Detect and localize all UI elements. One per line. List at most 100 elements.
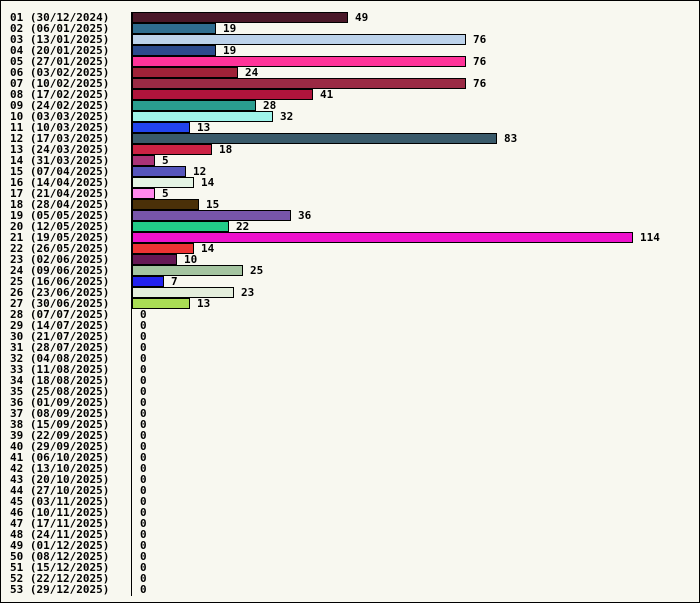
value-label: 32: [280, 110, 293, 123]
value-label: 0: [140, 550, 147, 563]
bar: [132, 298, 190, 309]
value-label: 24: [245, 66, 259, 79]
bar: [132, 78, 466, 89]
bar: [132, 287, 234, 298]
bar: [132, 199, 199, 210]
category-label: 32 (04/08/2025): [10, 352, 109, 365]
value-label: 0: [140, 462, 147, 475]
value-label: 0: [140, 352, 147, 365]
value-label: 10: [184, 253, 197, 266]
category-label: 09 (24/02/2025): [10, 99, 109, 112]
category-label: 52 (22/12/2025): [10, 572, 109, 585]
category-label: 47 (17/11/2025): [10, 517, 109, 530]
value-label: 0: [140, 473, 147, 486]
value-label: 83: [504, 132, 517, 145]
category-label: 29 (14/07/2025): [10, 319, 109, 332]
value-label: 49: [355, 11, 368, 24]
value-label: 14: [201, 176, 215, 189]
category-label: 26 (23/06/2025): [10, 286, 109, 299]
value-label: 13: [197, 121, 210, 134]
value-label: 0: [140, 506, 147, 519]
value-label: 0: [140, 363, 147, 376]
bar: [132, 144, 212, 155]
category-label: 51 (15/12/2025): [10, 561, 109, 574]
value-label: 0: [140, 451, 147, 464]
category-label: 13 (24/03/2025): [10, 143, 109, 156]
value-label: 13: [197, 297, 210, 310]
value-label: 0: [140, 495, 147, 508]
category-label: 06 (03/02/2025): [10, 66, 109, 79]
category-label: 18 (28/04/2025): [10, 198, 109, 211]
category-label: 35 (25/08/2025): [10, 385, 109, 398]
category-label: 28 (07/07/2025): [10, 308, 109, 321]
value-label: 19: [223, 44, 236, 57]
category-label: 45 (03/11/2025): [10, 495, 109, 508]
category-label: 38 (15/09/2025): [10, 418, 109, 431]
category-label: 20 (12/05/2025): [10, 220, 109, 233]
bar: [132, 23, 216, 34]
value-label: 22: [236, 220, 249, 233]
category-label: 02 (06/01/2025): [10, 22, 109, 35]
category-label: 24 (09/06/2025): [10, 264, 109, 277]
value-label: 0: [140, 330, 147, 343]
category-label: 16 (14/04/2025): [10, 176, 109, 189]
bar: [132, 45, 216, 56]
value-label: 19: [223, 22, 236, 35]
category-label: 33 (11/08/2025): [10, 363, 109, 376]
value-label: 0: [140, 429, 147, 442]
value-label: 76: [473, 33, 487, 46]
bar: [132, 210, 291, 221]
bar: [132, 133, 497, 144]
category-label: 40 (29/09/2025): [10, 440, 109, 453]
bar: [132, 67, 238, 78]
category-label: 17 (21/04/2025): [10, 187, 109, 200]
category-label: 53 (29/12/2025): [10, 583, 109, 596]
category-label: 30 (21/07/2025): [10, 330, 109, 343]
value-label: 0: [140, 528, 147, 541]
category-label: 21 (19/05/2025): [10, 231, 109, 244]
value-label: 0: [140, 374, 147, 387]
category-label: 41 (06/10/2025): [10, 451, 109, 464]
bar: [132, 89, 313, 100]
category-label: 05 (27/01/2025): [10, 55, 109, 68]
category-label: 10 (03/03/2025): [10, 110, 109, 123]
bar: [132, 56, 466, 67]
category-label: 07 (10/02/2025): [10, 77, 109, 90]
category-label: 34 (18/08/2025): [10, 374, 109, 387]
bar: [132, 276, 164, 287]
category-label: 31 (28/07/2025): [10, 341, 109, 354]
category-label: 25 (16/06/2025): [10, 275, 109, 288]
category-label: 37 (08/09/2025): [10, 407, 109, 420]
bar: [132, 177, 194, 188]
bar: [132, 188, 155, 199]
value-label: 5: [162, 154, 169, 167]
category-label: 36 (01/09/2025): [10, 396, 109, 409]
value-label: 0: [140, 440, 147, 453]
bar: [132, 243, 194, 254]
category-label: 01 (30/12/2024): [10, 11, 109, 24]
category-label: 11 (10/03/2025): [10, 121, 109, 134]
value-label: 18: [219, 143, 232, 156]
bar: [132, 232, 633, 243]
value-label: 0: [140, 572, 147, 585]
value-label: 0: [140, 385, 147, 398]
value-label: 12: [193, 165, 206, 178]
value-label: 5: [162, 187, 169, 200]
value-label: 0: [140, 396, 147, 409]
value-label: 15: [206, 198, 219, 211]
category-label: 27 (30/06/2025): [10, 297, 109, 310]
category-label: 22 (26/05/2025): [10, 242, 109, 255]
category-label: 15 (07/04/2025): [10, 165, 109, 178]
bar: [132, 166, 186, 177]
bar: [132, 12, 348, 23]
bar: [132, 254, 177, 265]
bar: [132, 122, 190, 133]
category-label: 03 (13/01/2025): [10, 33, 109, 46]
value-label: 0: [140, 539, 147, 552]
category-label: 04 (20/01/2025): [10, 44, 109, 57]
category-label: 08 (17/02/2025): [10, 88, 109, 101]
value-label: 76: [473, 55, 487, 68]
category-label: 46 (10/11/2025): [10, 506, 109, 519]
